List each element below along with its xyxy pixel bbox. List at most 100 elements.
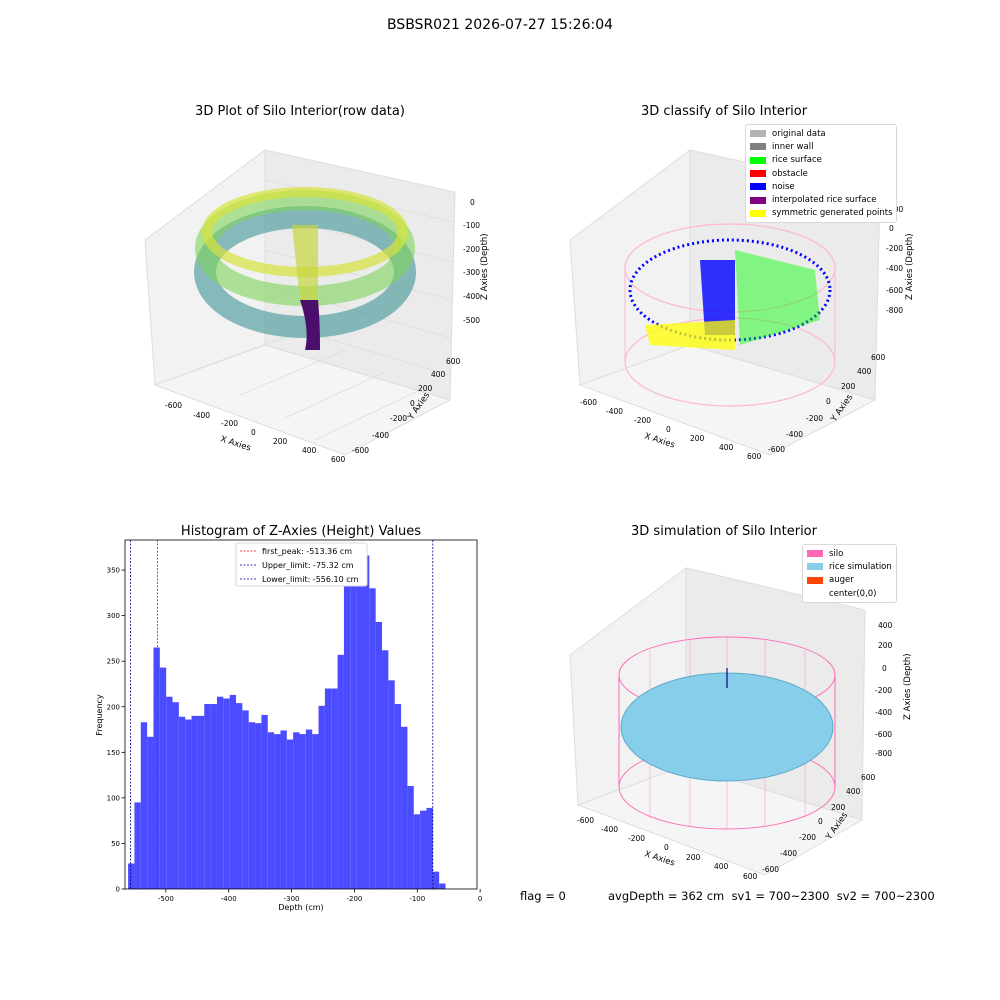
legend-item: rice simulation <box>807 560 892 573</box>
histogram-bar <box>255 723 262 889</box>
x-tick-label: -500 <box>158 895 174 903</box>
sim-z-tick: 0 <box>882 664 887 673</box>
histogram-bar <box>305 729 313 889</box>
histogram-bar <box>299 734 306 889</box>
classify-y-tick: 200 <box>841 382 856 391</box>
x-tick-label: -400 <box>221 895 237 903</box>
classify-y-tick: -400 <box>786 430 803 439</box>
classify-z-tick: -200 <box>886 244 903 253</box>
histogram-bar <box>375 622 383 889</box>
legend-item: noise <box>750 180 892 193</box>
y-tick-label: 300 <box>107 612 120 620</box>
sim-x-tick: 600 <box>743 872 758 881</box>
raw-z-tick: -400 <box>463 292 480 301</box>
histogram-bar <box>204 704 211 889</box>
sim-x-label: X Axies <box>643 849 676 868</box>
classify-z-tick: 0 <box>889 224 894 233</box>
histogram-bar <box>413 814 421 889</box>
y-tick-label: 150 <box>107 749 120 757</box>
y-tick-label: 200 <box>107 703 120 711</box>
histogram-bar <box>216 696 224 889</box>
histogram-bars <box>128 555 446 889</box>
classify-y-tick: 600 <box>871 353 886 362</box>
y-tick-label: 250 <box>107 658 120 666</box>
classify-z-tick: -400 <box>886 264 903 273</box>
raw-z-tick: -300 <box>463 268 480 277</box>
raw-y-tick: -600 <box>352 446 369 455</box>
sim-x-tick: -200 <box>628 834 645 843</box>
classify-x-tick: 0 <box>666 425 671 434</box>
histogram-bar <box>426 807 433 889</box>
classify-rice-surface <box>735 250 820 345</box>
raw-depth-tail <box>300 300 320 350</box>
histogram-bar <box>312 734 319 889</box>
histogram-bar <box>439 883 446 889</box>
sim-z-tick: 200 <box>878 641 893 650</box>
classify-x-tick: -200 <box>634 416 651 425</box>
classify-floor-pane <box>578 344 877 456</box>
classify-x-tick: 600 <box>747 452 762 461</box>
histogram-bar <box>261 714 268 889</box>
simulation-plot-title: 3D simulation of Silo Interior <box>631 524 817 539</box>
histogram-bar <box>407 786 414 889</box>
sim-z-tick: -400 <box>875 708 892 717</box>
histogram-bar <box>420 810 427 889</box>
histogram-bar <box>159 667 167 889</box>
legend-item: silo <box>807 547 892 560</box>
legend-item: auger <box>807 574 892 587</box>
histogram-bar <box>172 702 179 889</box>
legend-label: first_peak: -513.36 cm <box>262 547 352 556</box>
histogram-bar <box>293 732 300 889</box>
simulation-3d-plot: -600 -400 -200 0 200 400 600 -600 -400 -… <box>569 567 913 881</box>
classify-x-tick: 200 <box>690 434 705 443</box>
raw-z-tick: 0 <box>470 198 475 207</box>
simulation-axis-ticks: -600 -400 -200 0 200 400 600 -600 -400 -… <box>577 621 893 881</box>
histogram-bar <box>382 650 389 889</box>
histogram-bar <box>280 730 287 889</box>
x-tick-label: -100 <box>409 895 425 903</box>
sim-x-tick: 400 <box>714 862 729 871</box>
sim-y-tick: -200 <box>799 833 816 842</box>
sim-y-tick: 400 <box>846 787 861 796</box>
raw-x-tick: 600 <box>331 455 346 464</box>
classify-left-pane <box>569 149 691 386</box>
legend-item: inner wall <box>750 140 892 153</box>
y-tick-label: 50 <box>111 840 120 848</box>
sim-z-tick: -800 <box>875 749 892 758</box>
status-flag: flag = 0 <box>520 889 566 903</box>
x-tick-label: -200 <box>346 895 362 903</box>
histogram-legend: first_peak: -513.36 cm Upper_limit: -75.… <box>235 542 368 587</box>
raw-x-tick: 0 <box>251 428 256 437</box>
classify-x-label: X Axies <box>643 431 676 450</box>
legend-item: center(0,0) <box>807 587 892 600</box>
legend-label: Upper_limit: -75.32 cm <box>262 561 354 570</box>
classify-z-label: Z Axies (Depth) <box>905 233 915 300</box>
histogram-bar <box>134 802 141 889</box>
histogram-bar <box>185 719 192 889</box>
raw-z-tick: -200 <box>463 245 480 254</box>
histogram-bar <box>248 722 256 889</box>
histogram-bar <box>324 688 332 889</box>
simulation-legend: silo rice simulation auger center(0,0) <box>802 544 897 604</box>
legend-item: rice surface <box>750 154 892 167</box>
histogram-bar <box>369 588 376 889</box>
figure-title: BSBSR021 2026-07-27 15:26:04 <box>386 17 614 33</box>
sim-x-tick: 200 <box>686 853 701 862</box>
raw-y-tick: 600 <box>446 357 461 366</box>
y-tick-label: 100 <box>107 794 120 802</box>
legend-label: Lower_limit: -556.10 cm <box>262 575 359 584</box>
raw-y-tick: 400 <box>431 370 446 379</box>
histogram-chart: -500 -400 -300 -200 -100 0 0 50 100 150 200 250 300… <box>95 539 482 912</box>
histogram-bar <box>128 863 135 889</box>
raw-y-tick: 0 <box>410 399 415 408</box>
raw-y-tick: 200 <box>418 384 433 393</box>
classify-x-tick: 400 <box>719 443 734 452</box>
histogram-bar <box>236 703 243 889</box>
rice-simulation-surface <box>620 672 834 782</box>
histogram-y-ticks: 0 50 100 150 200 250 300 350 <box>107 567 125 894</box>
raw-z-tick: -100 <box>463 221 480 230</box>
x-tick-label: -300 <box>284 895 300 903</box>
histogram-bar <box>140 722 148 889</box>
raw-floor-pane <box>153 344 452 456</box>
raw-plot-title: 3D Plot of Silo Interior(row data) <box>195 104 405 119</box>
